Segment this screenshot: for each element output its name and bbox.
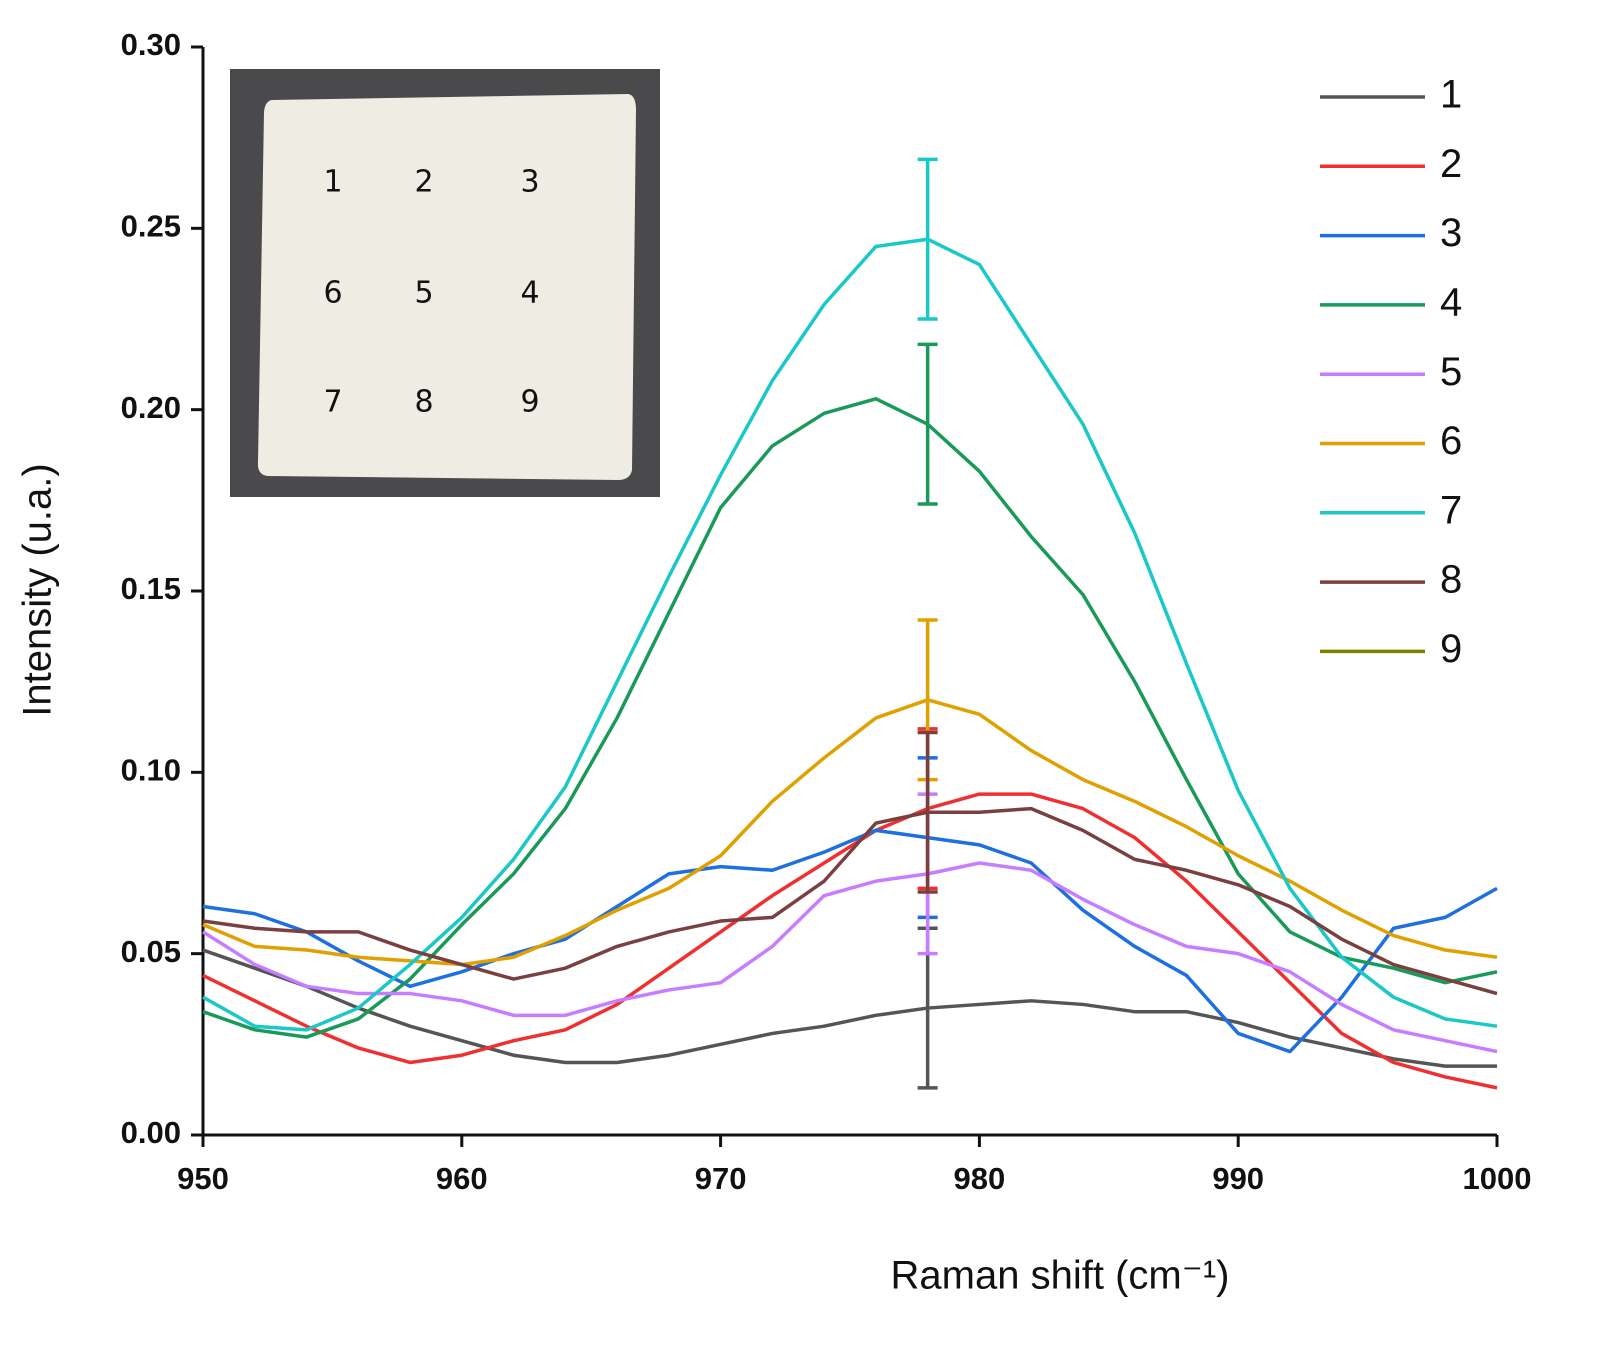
- series-line: [202, 828, 1498, 1054]
- series-line: [202, 397, 1498, 1039]
- inset-label: 6: [323, 276, 342, 311]
- inset-label: 4: [520, 276, 539, 311]
- inset-label: 9: [520, 385, 539, 420]
- error-bar: [917, 342, 938, 506]
- y-tick-label: 0.15: [121, 571, 181, 606]
- inset-label: 5: [414, 276, 433, 311]
- legend-label: 9: [1440, 627, 1462, 671]
- y-tick-label: 0.25: [121, 209, 181, 244]
- inset-label: 2: [414, 165, 433, 200]
- legend-label: 6: [1440, 419, 1462, 463]
- y-axis-label: Intensity (u.a.): [16, 463, 60, 716]
- y-tick-label: 0.10: [121, 753, 181, 788]
- inset-label: 3: [520, 165, 539, 200]
- x-axis-label: Raman shift (cm⁻¹): [891, 1254, 1230, 1298]
- y-tick-label: 0.00: [121, 1115, 181, 1150]
- x-tick-label: 950: [177, 1161, 229, 1196]
- series-line: [202, 792, 1498, 1090]
- legend-label: 3: [1440, 211, 1462, 255]
- inset-label: 1: [323, 165, 342, 200]
- error-bar: [917, 730, 938, 894]
- x-tick-label: 990: [1212, 1161, 1264, 1196]
- inset-sample: [257, 94, 636, 480]
- error-bar: [917, 157, 938, 321]
- inset-label: 8: [414, 385, 433, 420]
- legend-label: 1: [1440, 73, 1462, 117]
- series-line: [202, 698, 1498, 967]
- x-tick-label: 970: [695, 1161, 747, 1196]
- legend-label: 4: [1440, 280, 1462, 324]
- x-tick-label: 1000: [1463, 1161, 1532, 1196]
- series-line: [202, 806, 1498, 996]
- legend-label: 8: [1440, 558, 1462, 602]
- y-tick-label: 0.20: [121, 390, 181, 425]
- series-line: [202, 948, 1497, 1068]
- x-tick-label: 980: [954, 1161, 1006, 1196]
- series-line: [202, 237, 1498, 1032]
- y-tick-label: 0.30: [121, 27, 181, 62]
- inset-label: 7: [323, 385, 342, 420]
- y-tick-label: 0.05: [121, 934, 181, 969]
- series-line: [202, 861, 1498, 1054]
- legend-label: 2: [1440, 142, 1462, 186]
- x-tick-label: 960: [436, 1161, 488, 1196]
- legend-label: 5: [1440, 350, 1462, 394]
- legend-label: 7: [1440, 488, 1462, 532]
